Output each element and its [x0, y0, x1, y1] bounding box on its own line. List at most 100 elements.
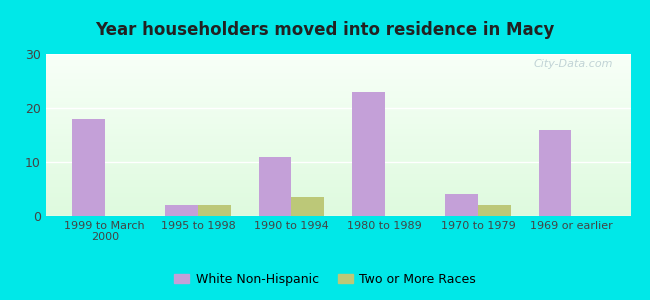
Bar: [46, 63, 630, 64]
Bar: [46, 140, 630, 141]
Bar: [46, 212, 630, 213]
Bar: [46, 125, 630, 126]
Bar: [46, 136, 630, 137]
Bar: [46, 153, 630, 154]
Bar: [46, 157, 630, 158]
Bar: [46, 78, 630, 79]
Bar: [46, 128, 630, 129]
Bar: [46, 154, 630, 155]
Bar: [46, 183, 630, 184]
Bar: [46, 151, 630, 152]
Bar: [46, 117, 630, 118]
Bar: [46, 87, 630, 88]
Bar: [46, 70, 630, 71]
Bar: [46, 172, 630, 173]
Bar: [46, 57, 630, 58]
Bar: [46, 193, 630, 194]
Bar: [46, 89, 630, 90]
Bar: [46, 155, 630, 156]
Bar: [46, 190, 630, 191]
Bar: [46, 107, 630, 108]
Bar: [46, 96, 630, 97]
Bar: [46, 213, 630, 214]
Bar: [46, 132, 630, 133]
Bar: [46, 77, 630, 78]
Bar: [352, 92, 385, 216]
Bar: [46, 102, 630, 103]
Bar: [46, 79, 630, 80]
Bar: [46, 200, 630, 201]
Bar: [46, 82, 630, 83]
Bar: [46, 118, 630, 119]
Text: Year householders moved into residence in Macy: Year householders moved into residence i…: [96, 21, 554, 39]
Bar: [46, 123, 630, 124]
Bar: [46, 85, 630, 86]
Bar: [46, 134, 630, 135]
Bar: [46, 181, 630, 182]
Bar: [46, 113, 630, 114]
Bar: [46, 72, 630, 73]
Bar: [46, 137, 630, 138]
Bar: [46, 66, 630, 67]
Bar: [259, 157, 291, 216]
Bar: [46, 178, 630, 179]
Bar: [46, 194, 630, 195]
Bar: [46, 93, 630, 94]
Bar: [46, 120, 630, 121]
Bar: [46, 195, 630, 196]
Bar: [46, 91, 630, 92]
Bar: [46, 104, 630, 105]
Bar: [46, 192, 630, 193]
Bar: [46, 160, 630, 161]
Bar: [539, 130, 571, 216]
Bar: [46, 112, 630, 113]
Bar: [46, 92, 630, 93]
Bar: [46, 163, 630, 164]
Bar: [46, 133, 630, 134]
Bar: [46, 56, 630, 57]
Bar: [46, 69, 630, 70]
Bar: [46, 171, 630, 172]
Bar: [46, 208, 630, 209]
Bar: [46, 59, 630, 60]
Bar: [46, 179, 630, 180]
Bar: [46, 74, 630, 75]
Bar: [46, 80, 630, 81]
Bar: [46, 94, 630, 95]
Bar: [46, 67, 630, 68]
Bar: [46, 142, 630, 143]
Bar: [46, 103, 630, 104]
Bar: [46, 139, 630, 140]
Bar: [46, 61, 630, 62]
Bar: [46, 82, 630, 83]
Bar: [46, 68, 630, 69]
Bar: [46, 203, 630, 204]
Bar: [46, 149, 630, 150]
Bar: [46, 156, 630, 157]
Bar: [46, 187, 630, 188]
Bar: [46, 180, 630, 181]
Bar: [46, 204, 630, 205]
Bar: [46, 84, 630, 85]
Bar: [46, 185, 630, 186]
Bar: [46, 108, 630, 109]
Bar: [46, 147, 630, 148]
Bar: [46, 62, 630, 63]
Bar: [46, 138, 630, 139]
Bar: [46, 114, 630, 115]
Bar: [46, 158, 630, 159]
Bar: [46, 105, 630, 106]
Bar: [46, 101, 630, 102]
Bar: [46, 144, 630, 145]
Bar: [46, 150, 630, 151]
Bar: [478, 205, 511, 216]
Legend: White Non-Hispanic, Two or More Races: White Non-Hispanic, Two or More Races: [170, 268, 480, 291]
Bar: [198, 205, 231, 216]
Bar: [46, 81, 630, 82]
Bar: [46, 131, 630, 132]
Bar: [46, 210, 630, 211]
Bar: [46, 55, 630, 56]
Bar: [46, 98, 630, 99]
Bar: [46, 176, 630, 177]
Bar: [46, 169, 630, 170]
